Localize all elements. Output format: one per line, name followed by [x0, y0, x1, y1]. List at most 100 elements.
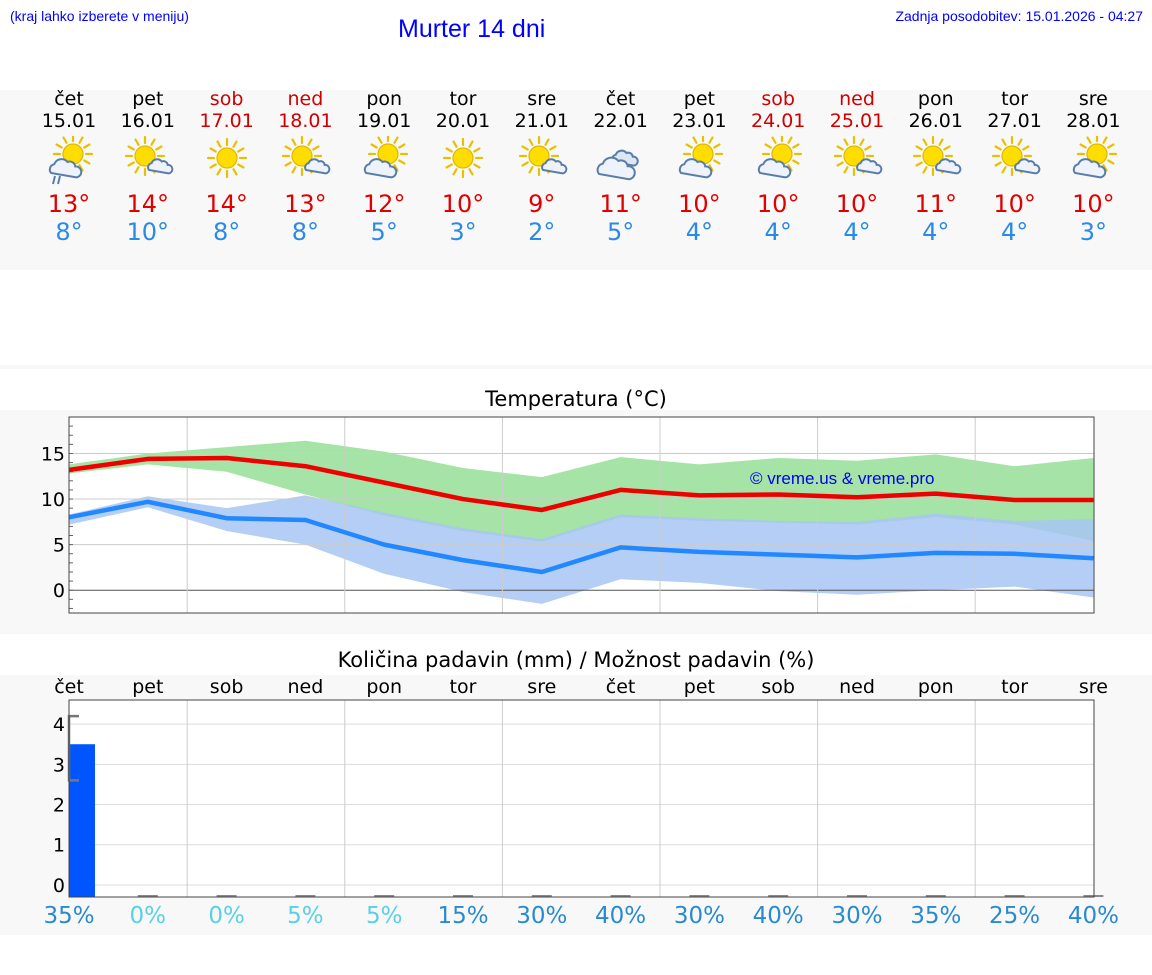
x-category-label: tor	[450, 676, 477, 698]
forecast-panel	[0, 90, 1152, 270]
sun-small-cloud-icon	[833, 135, 883, 177]
day-date: 18.01	[278, 110, 333, 132]
x-category-label: pet	[132, 676, 163, 698]
precipitation-probability: 0%	[129, 903, 167, 929]
day-forecast: čet 15.01 13° 8°	[29, 88, 109, 246]
max-temperature: 10°	[756, 190, 800, 218]
precipitation-probability: 15%	[437, 903, 489, 929]
day-name: pon	[917, 88, 954, 110]
cloudy-icon	[596, 149, 639, 181]
day-forecast: sre 21.01 9° 2°	[502, 88, 582, 246]
precipitation-probability-row: 35% 0% 0% 5% 5% 15% 30% 40% 30% 40% 30% 35% 25% 40%	[0, 903, 1152, 937]
day-name: pet	[132, 88, 164, 110]
max-temperature: 13°	[47, 190, 91, 218]
separator	[0, 365, 1152, 369]
day-forecast: pon 19.01 12° 5°	[344, 88, 424, 246]
precipitation-bar	[69, 744, 95, 897]
min-temperature: 3°	[449, 218, 477, 246]
precipitation-probability: 30%	[673, 903, 725, 929]
y-tick-label: 10	[41, 489, 65, 511]
plot-border	[68, 699, 1095, 898]
x-category-label: sob	[761, 676, 795, 698]
day-date: 23.01	[672, 110, 727, 132]
y-tick-label: 15	[41, 443, 65, 465]
min-range-band	[69, 495, 1094, 604]
precipitation-probability: 35%	[910, 903, 962, 929]
x-category-label: pon	[366, 676, 402, 698]
precipitation-probability: 5%	[365, 903, 403, 929]
plot-border	[68, 416, 1095, 614]
precipitation-probability: 40%	[752, 903, 804, 929]
y-tick-label: 5	[53, 535, 65, 557]
max-temperature: 11°	[599, 190, 642, 218]
day-name: sob	[761, 88, 795, 110]
day-name: ned	[287, 88, 324, 110]
day-date: 24.01	[750, 110, 806, 132]
y-tick-label: 3	[53, 754, 65, 776]
day-name: sre	[1078, 88, 1108, 110]
x-category-label: ned	[839, 676, 875, 698]
precipitation-probability: 0%	[208, 903, 245, 929]
min-temperature: 8°	[291, 218, 320, 246]
sun-cloud-icon	[758, 133, 803, 179]
day-forecast: tor 20.01 10° 3°	[423, 88, 503, 246]
day-date: 21.01	[514, 110, 569, 132]
precipitation-chart-title: Količina padavin (mm) / Možnost padavin …	[337, 648, 815, 672]
min-temperature: 8°	[212, 218, 241, 246]
day-date: 27.01	[987, 110, 1042, 132]
min-temperature-line	[68, 499, 1094, 575]
max-temperature: 13°	[284, 190, 327, 218]
day-forecast: sob 24.01 10° 4°	[738, 88, 818, 246]
sun-small-cloud-icon	[991, 135, 1040, 177]
sun-icon	[442, 137, 484, 179]
min-temperature: 4°	[685, 218, 714, 246]
sun-icon	[206, 137, 247, 179]
precipitation-probability: 25%	[989, 903, 1041, 929]
max-temperature: 14°	[126, 190, 170, 218]
x-category-label: pon	[918, 676, 954, 698]
min-temperature: 5°	[370, 218, 398, 246]
sun-small-cloud-icon	[124, 135, 174, 177]
max-temperature: 14°	[205, 190, 248, 218]
y-tick-label: 2	[53, 795, 65, 817]
x-category-label: čet	[54, 676, 84, 698]
day-forecast: ned 18.01 13° 8°	[265, 88, 345, 246]
watermark: © vreme.us & vreme.pro	[750, 469, 934, 488]
precipitation-probability: 30%	[516, 903, 568, 929]
day-forecast: sre 28.01 10° 3°	[1053, 88, 1133, 246]
day-forecast: pet 16.01 14° 10°	[108, 88, 188, 246]
day-date: 16.01	[120, 110, 175, 132]
day-name: sob	[209, 88, 244, 110]
page-title: Murter 14 dni	[398, 15, 546, 43]
day-name: čet	[605, 88, 636, 110]
day-forecast: pon 26.01 11° 4°	[896, 88, 976, 246]
day-name: sre	[527, 88, 557, 110]
sun-small-cloud-icon	[518, 135, 568, 177]
y-tick-label: 0	[53, 875, 65, 897]
sun-cloud-icon	[1073, 133, 1118, 179]
day-forecast: pet 23.01 10° 4°	[659, 88, 739, 246]
day-date: 20.01	[435, 110, 491, 132]
y-tick-label: 1	[53, 835, 65, 857]
min-temperature: 4°	[764, 218, 792, 246]
max-temperature: 10°	[1072, 190, 1115, 218]
x-category-label: pet	[684, 676, 715, 698]
sun-small-cloud-icon	[912, 135, 962, 177]
temperature-chart-title: Temperatura (°C)	[485, 387, 667, 411]
min-temperature: 5°	[606, 218, 635, 246]
max-range-band	[69, 440, 1094, 542]
precipitation-probability: 40%	[595, 903, 647, 929]
x-category-label: sob	[210, 676, 244, 698]
x-category-label: sre	[1079, 676, 1108, 698]
x-category-label: čet	[606, 676, 636, 698]
precipitation-chart: 0 1 2 3 4 čet pet sob ned pon tor sre čet pet sob ned po…	[53, 676, 1108, 898]
last-updated: Zadnja posodobitev: 15.01.2026 - 04:27	[895, 8, 1143, 24]
sun-cloud-icon	[679, 133, 724, 179]
day-forecast: čet 22.01 11° 5°	[581, 88, 661, 246]
day-date: 26.01	[908, 110, 963, 132]
day-date: 17.01	[199, 110, 254, 132]
max-temperature-line	[68, 455, 1094, 513]
location-hint: (kraj lahko izberete v meniju)	[10, 8, 189, 24]
sun-cloud-icon	[364, 133, 409, 179]
precipitation-probability: 30%	[831, 903, 883, 929]
